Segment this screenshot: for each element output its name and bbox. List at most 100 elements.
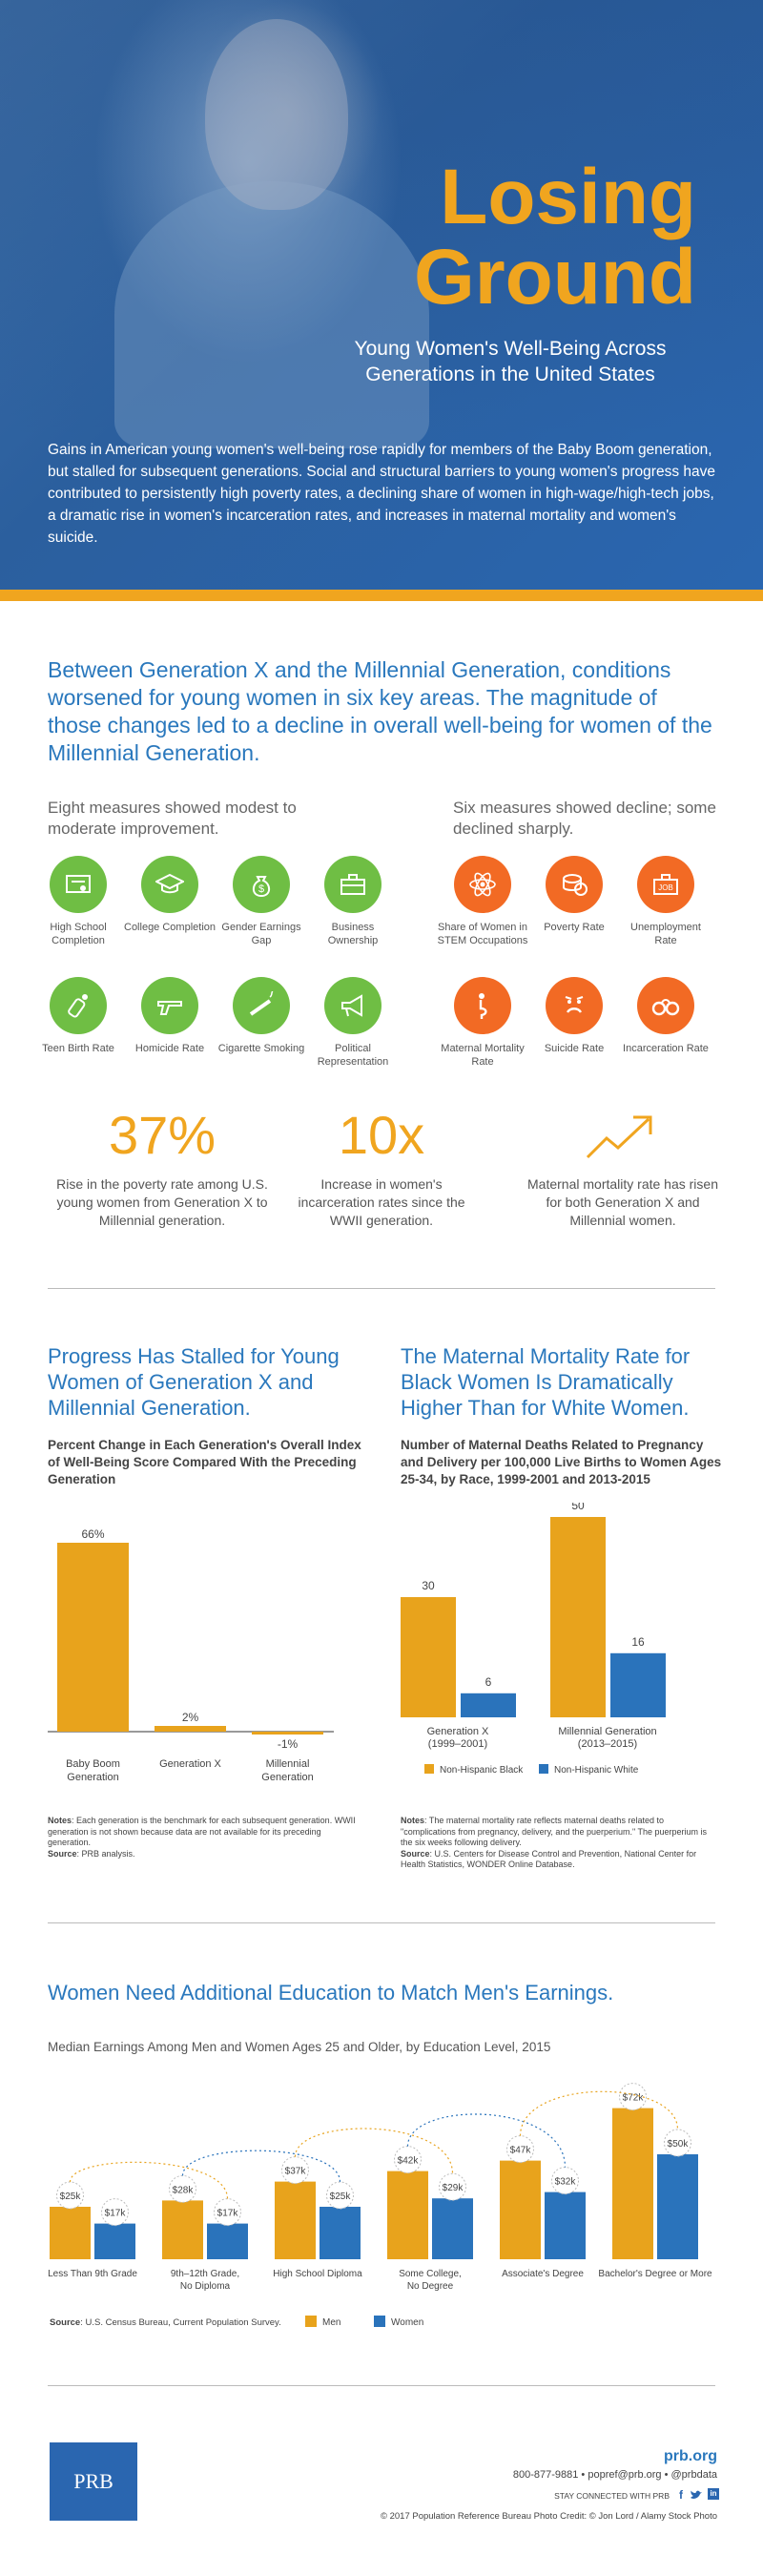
- bar-non-hispanic-white: [610, 1652, 666, 1717]
- measure-label: Share of Women in STEM Occupations: [437, 922, 528, 946]
- measure-item: High School Completion: [31, 856, 126, 947]
- label-badge: [619, 2083, 647, 2111]
- bar-women: [432, 2198, 473, 2259]
- measure-item: JOB Unemployment Rate: [618, 856, 713, 947]
- bar-men: [162, 2200, 203, 2259]
- data-label: $17k: [217, 2209, 239, 2219]
- data-label: 66%: [81, 1527, 104, 1541]
- source-text: : PRB analysis.: [76, 1848, 135, 1859]
- measure-label: Unemployment Rate: [630, 922, 701, 946]
- bar-men: [500, 2160, 541, 2259]
- label-badge: [551, 2167, 579, 2195]
- comparison-arc: [519, 2090, 679, 2136]
- data-label: 50: [571, 1503, 585, 1512]
- measure-item: $ Gender Earnings Gap: [214, 856, 309, 947]
- trend-up-arrow-icon: [584, 1111, 660, 1164]
- measure-label: Political Representation: [317, 1043, 389, 1068]
- legend-label: Women: [391, 2317, 423, 2328]
- measure-item: Political Representation: [305, 977, 401, 1069]
- prb-logo[interactable]: PRB: [50, 2442, 137, 2521]
- category-label: Generation: [261, 1772, 313, 1783]
- contact-info: 800-877-9881 • popref@prb.org • @prbdata: [512, 2469, 717, 2481]
- measure-label: Gender Earnings Gap: [221, 922, 301, 946]
- site-link[interactable]: prb.org: [664, 2448, 717, 2464]
- title-line-2: Ground: [413, 234, 696, 321]
- stat-incarceration-value: 10x: [338, 1105, 425, 1165]
- data-label: $37k: [285, 2167, 307, 2177]
- source-label: Source: [48, 1848, 77, 1859]
- data-label: $25k: [60, 2192, 82, 2202]
- comparison-arc: [181, 2150, 341, 2183]
- measure-label: Business Ownership: [327, 922, 379, 946]
- bar-men: [275, 2181, 316, 2259]
- label-badge: [506, 2135, 534, 2164]
- data-label: $29k: [443, 2183, 464, 2193]
- facebook-icon[interactable]: f: [679, 2488, 683, 2502]
- linkedin-icon[interactable]: in: [708, 2488, 719, 2500]
- bar-men: [50, 2207, 91, 2259]
- source-label: Source: [401, 1848, 430, 1859]
- page-title: Losing Ground: [286, 157, 696, 318]
- pregnancy-icon: [454, 977, 511, 1034]
- source-text: : U.S. Centers for Disease Control and P…: [401, 1848, 697, 1870]
- bar-women: [94, 2223, 135, 2259]
- data-label: 30: [422, 1579, 435, 1592]
- bar-women: [207, 2223, 248, 2259]
- category-label: Associate's Degree: [502, 2269, 584, 2279]
- measure-label: College Completion: [124, 922, 216, 933]
- runner-silhouette: [114, 181, 429, 448]
- page-subtitle: Young Women's Well-Being Across Generati…: [354, 338, 667, 385]
- bar-women: [545, 2192, 586, 2259]
- data-label: 16: [631, 1635, 645, 1649]
- category-label: 9th–12th Grade,: [171, 2269, 239, 2279]
- notes-label: Notes: [401, 1816, 425, 1825]
- measure-item: College Completion: [122, 856, 217, 934]
- measure-item: Business Ownership: [305, 856, 401, 947]
- legend-label: Men: [322, 2317, 340, 2328]
- bar-1: [155, 1726, 226, 1732]
- label-badge: [439, 2172, 466, 2201]
- category-label: Generation X: [159, 1758, 221, 1770]
- measure-item: Poverty Rate: [526, 856, 622, 934]
- bar-non-hispanic-black: [401, 1597, 456, 1717]
- briefcase-icon: [324, 856, 382, 913]
- stat-poverty-value: 37%: [108, 1105, 217, 1165]
- category-label: High School Diploma: [273, 2269, 362, 2279]
- sad-face-icon: [546, 977, 603, 1034]
- data-label: $47k: [510, 2146, 532, 2156]
- handcuffs-icon: [637, 977, 694, 1034]
- bar-0: [57, 1543, 129, 1732]
- maternal-notes: Notes: The maternal mortality rate refle…: [401, 1816, 715, 1871]
- gun-icon: [141, 977, 198, 1034]
- cigarette-icon: [233, 977, 290, 1034]
- stat-poverty-text: Rise in the poverty rate among U.S. youn…: [56, 1176, 268, 1228]
- category-label: Millennial Generation: [558, 1726, 656, 1737]
- bar-men: [612, 2108, 653, 2259]
- intro-paragraph: Gains in American young women's well-bei…: [48, 442, 715, 546]
- data-label: $42k: [398, 2156, 420, 2167]
- category-label: No Diploma: [180, 2281, 231, 2292]
- overview-heading: Between Generation X and the Millennial …: [48, 657, 712, 765]
- measure-label: Homicide Rate: [134, 1043, 205, 1054]
- measure-label: Suicide Rate: [544, 1043, 605, 1054]
- megaphone-icon: [324, 977, 382, 1034]
- twitter-icon[interactable]: [690, 2489, 703, 2501]
- category-label: Generation X: [427, 1726, 489, 1737]
- earnings-chart-subtitle: Median Earnings Among Men and Women Ages…: [48, 2040, 551, 2054]
- stat-incarceration-text: Increase in women's incarceration rates …: [298, 1176, 465, 1228]
- category-label: Less Than 9th Grade: [48, 2269, 137, 2279]
- source-label: Source: [50, 2317, 81, 2328]
- notes-text: : Each generation is the benchmark for e…: [48, 1816, 356, 1847]
- bar-2: [252, 1732, 323, 1735]
- baby-bottle-icon: [50, 977, 107, 1034]
- category-label: (2013–2015): [578, 1738, 637, 1750]
- category-label: No Degree: [407, 2281, 454, 2292]
- label-badge: [394, 2146, 422, 2174]
- category-label: (1999–2001): [428, 1738, 487, 1750]
- earnings-chart-title: Women Need Additional Education to Match…: [48, 1981, 614, 2005]
- runner-head: [205, 19, 348, 210]
- source-text: : U.S. Census Bureau, Current Population…: [80, 2317, 281, 2328]
- notes-text: : The maternal mortality rate reflects m…: [401, 1816, 708, 1847]
- maternal-chart-title: The Maternal Mortality Rate for Black Wo…: [401, 1344, 691, 1420]
- legend-label: Non-Hispanic Black: [440, 1765, 524, 1776]
